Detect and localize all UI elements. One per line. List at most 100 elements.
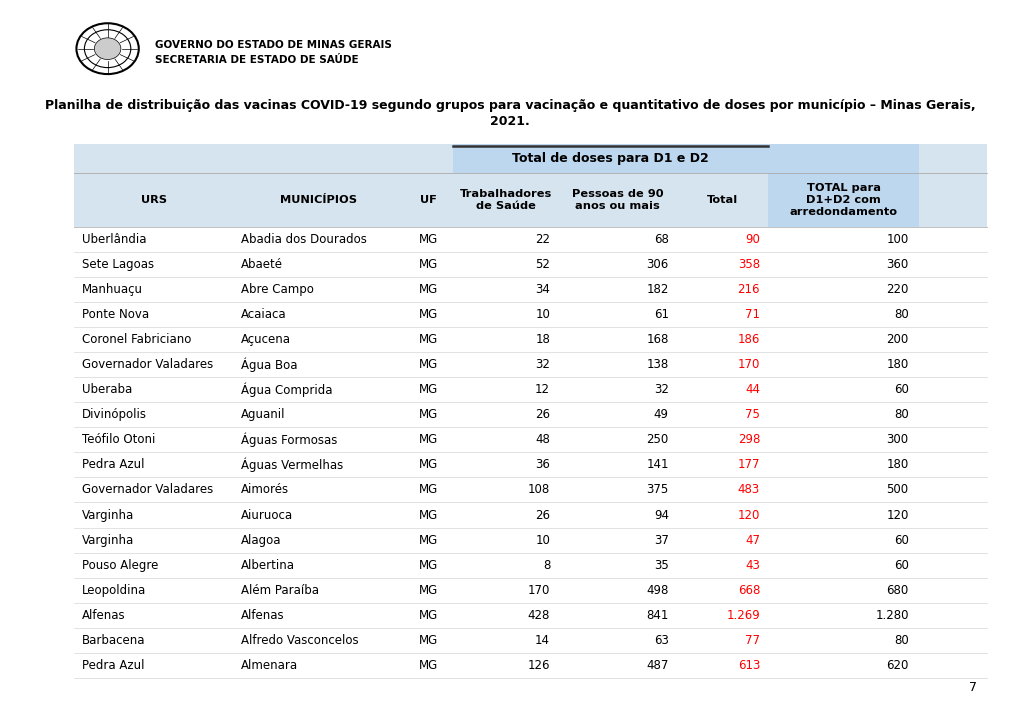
Text: 1.269: 1.269 [726, 609, 759, 622]
Text: MG: MG [418, 659, 437, 672]
Text: 71: 71 [744, 309, 759, 322]
Text: Abadia dos Dourados: Abadia dos Dourados [242, 233, 367, 246]
Text: Além Paraíba: Além Paraíba [242, 583, 319, 596]
Text: MG: MG [418, 283, 437, 296]
Text: MG: MG [418, 358, 437, 371]
Text: 180: 180 [886, 459, 908, 472]
Text: 8: 8 [542, 559, 549, 572]
Text: 668: 668 [737, 583, 759, 596]
Text: 120: 120 [737, 508, 759, 521]
Text: 306: 306 [646, 258, 668, 271]
Text: MG: MG [418, 609, 437, 622]
Text: 428: 428 [527, 609, 549, 622]
Text: MG: MG [418, 408, 437, 421]
Text: 37: 37 [653, 534, 668, 547]
Text: 26: 26 [535, 408, 549, 421]
Text: 49: 49 [653, 408, 668, 421]
Text: Pessoas de 90
anos ou mais: Pessoas de 90 anos ou mais [572, 189, 662, 211]
Text: Sete Lagoas: Sete Lagoas [82, 258, 154, 271]
Text: 216: 216 [737, 283, 759, 296]
Text: 108: 108 [528, 484, 549, 497]
Text: MG: MG [418, 559, 437, 572]
Text: Varginha: Varginha [82, 508, 133, 521]
Text: Aimorés: Aimorés [242, 484, 289, 497]
Text: 80: 80 [893, 408, 908, 421]
Text: Ponte Nova: Ponte Nova [82, 309, 149, 322]
Text: Total: Total [706, 195, 738, 205]
Text: MG: MG [418, 508, 437, 521]
Text: 12: 12 [535, 384, 549, 397]
Text: 43: 43 [745, 559, 759, 572]
Text: 126: 126 [527, 659, 549, 672]
Text: 90: 90 [745, 233, 759, 246]
Text: Uberaba: Uberaba [82, 384, 131, 397]
Text: 483: 483 [737, 484, 759, 497]
Point [446, 142, 459, 151]
Bar [452, 144, 767, 173]
Text: MG: MG [418, 459, 437, 472]
Text: 613: 613 [737, 659, 759, 672]
Text: MG: MG [418, 309, 437, 322]
Text: 358: 358 [738, 258, 759, 271]
Text: 22: 22 [535, 233, 549, 246]
Text: Água Comprida: Água Comprida [242, 383, 332, 397]
Text: 68: 68 [653, 233, 668, 246]
Circle shape [94, 37, 121, 60]
Text: 80: 80 [893, 634, 908, 647]
Bar [767, 144, 918, 227]
Text: Pedra Azul: Pedra Azul [82, 459, 144, 472]
Text: 168: 168 [646, 333, 668, 346]
Text: 2021.: 2021. [490, 115, 529, 128]
Text: 487: 487 [646, 659, 668, 672]
Point [761, 142, 773, 151]
Text: Águas Formosas: Águas Formosas [242, 433, 337, 447]
Text: Alagoa: Alagoa [242, 534, 281, 547]
Text: 100: 100 [886, 233, 908, 246]
Text: Pedra Azul: Pedra Azul [82, 659, 144, 672]
Text: 77: 77 [744, 634, 759, 647]
Text: Águas Vermelhas: Águas Vermelhas [242, 458, 343, 472]
Text: MG: MG [418, 433, 437, 446]
Text: 14: 14 [535, 634, 549, 647]
Text: 375: 375 [646, 484, 668, 497]
Text: MG: MG [418, 233, 437, 246]
Text: 186: 186 [737, 333, 759, 346]
Text: GOVERNO DO ESTADO DE MINAS GERAIS: GOVERNO DO ESTADO DE MINAS GERAIS [155, 40, 391, 50]
Text: Água Boa: Água Boa [242, 358, 298, 372]
Text: UF: UF [420, 195, 436, 205]
Text: Aiuruoca: Aiuruoca [242, 508, 293, 521]
Text: 300: 300 [886, 433, 908, 446]
Text: MG: MG [418, 384, 437, 397]
Text: 170: 170 [527, 583, 549, 596]
Text: 61: 61 [653, 309, 668, 322]
Text: Governador Valadares: Governador Valadares [82, 484, 213, 497]
Text: Abaeté: Abaeté [242, 258, 283, 271]
Text: 220: 220 [886, 283, 908, 296]
Text: 180: 180 [886, 358, 908, 371]
Text: Divinópolis: Divinópolis [82, 408, 147, 421]
Text: 32: 32 [535, 358, 549, 371]
Text: Albertina: Albertina [242, 559, 296, 572]
Text: 48: 48 [535, 433, 549, 446]
Text: 170: 170 [737, 358, 759, 371]
Text: 498: 498 [646, 583, 668, 596]
Text: 36: 36 [535, 459, 549, 472]
Text: 63: 63 [653, 634, 668, 647]
Text: 250: 250 [646, 433, 668, 446]
Text: Total de doses para D1 e D2: Total de doses para D1 e D2 [512, 152, 708, 165]
Text: 138: 138 [646, 358, 668, 371]
Text: 120: 120 [886, 508, 908, 521]
Text: Varginha: Varginha [82, 534, 133, 547]
Text: Acaiaca: Acaiaca [242, 309, 286, 322]
Text: Abre Campo: Abre Campo [242, 283, 314, 296]
Text: 620: 620 [886, 659, 908, 672]
Text: Açucena: Açucena [242, 333, 291, 346]
Text: TOTAL para
D1+D2 com
arredondamento: TOTAL para D1+D2 com arredondamento [789, 182, 897, 218]
Text: 34: 34 [535, 283, 549, 296]
Text: Trabalhadores
de Saúde: Trabalhadores de Saúde [460, 189, 551, 211]
Text: 10: 10 [535, 534, 549, 547]
Text: 141: 141 [646, 459, 668, 472]
Text: 60: 60 [893, 534, 908, 547]
Text: 1.280: 1.280 [874, 609, 908, 622]
Text: MG: MG [418, 583, 437, 596]
